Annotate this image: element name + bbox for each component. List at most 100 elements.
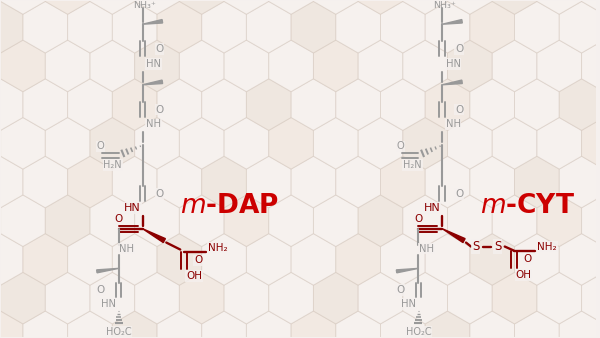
Polygon shape: [492, 0, 537, 14]
Polygon shape: [581, 0, 600, 14]
Polygon shape: [492, 118, 537, 169]
Polygon shape: [247, 311, 291, 338]
Polygon shape: [336, 1, 380, 53]
Polygon shape: [380, 1, 425, 53]
Polygon shape: [112, 79, 157, 130]
Polygon shape: [224, 40, 269, 92]
Polygon shape: [336, 311, 380, 338]
Polygon shape: [179, 118, 224, 169]
Text: S: S: [494, 240, 502, 253]
Polygon shape: [537, 0, 581, 14]
Text: O: O: [97, 141, 104, 151]
Polygon shape: [45, 0, 90, 14]
Text: O: O: [396, 285, 404, 295]
Polygon shape: [90, 0, 134, 14]
Polygon shape: [336, 79, 380, 130]
Polygon shape: [537, 40, 581, 92]
Polygon shape: [157, 1, 202, 53]
Polygon shape: [68, 79, 112, 130]
Polygon shape: [581, 272, 600, 324]
Polygon shape: [380, 234, 425, 285]
Polygon shape: [403, 195, 448, 246]
Polygon shape: [202, 311, 247, 338]
Polygon shape: [179, 195, 224, 246]
Polygon shape: [179, 272, 224, 324]
Polygon shape: [112, 156, 157, 208]
Polygon shape: [581, 118, 600, 169]
Text: NH₂: NH₂: [538, 242, 557, 251]
Polygon shape: [97, 268, 119, 273]
Polygon shape: [90, 40, 134, 92]
Polygon shape: [45, 272, 90, 324]
Polygon shape: [134, 0, 179, 14]
Polygon shape: [1, 118, 45, 169]
Text: O: O: [155, 104, 164, 115]
Polygon shape: [112, 1, 157, 53]
Polygon shape: [224, 118, 269, 169]
Text: O: O: [414, 214, 422, 224]
Polygon shape: [247, 234, 291, 285]
Polygon shape: [0, 311, 23, 338]
Polygon shape: [537, 195, 581, 246]
Polygon shape: [45, 118, 90, 169]
Polygon shape: [425, 1, 470, 53]
Text: HN: HN: [146, 59, 161, 69]
Polygon shape: [559, 156, 600, 208]
Polygon shape: [358, 272, 403, 324]
Polygon shape: [143, 20, 163, 24]
Text: O: O: [155, 44, 164, 54]
Polygon shape: [23, 156, 68, 208]
Text: O: O: [155, 189, 164, 199]
Text: O: O: [194, 256, 202, 265]
Text: O: O: [524, 255, 532, 264]
Polygon shape: [425, 311, 470, 338]
Polygon shape: [515, 79, 559, 130]
Polygon shape: [68, 234, 112, 285]
Polygon shape: [224, 0, 269, 14]
Polygon shape: [403, 118, 448, 169]
Text: HN: HN: [424, 203, 440, 213]
Polygon shape: [448, 40, 492, 92]
Text: HN: HN: [124, 203, 141, 213]
Polygon shape: [559, 79, 600, 130]
Polygon shape: [470, 234, 515, 285]
Text: HO₂C: HO₂C: [406, 327, 431, 337]
Polygon shape: [291, 79, 336, 130]
Polygon shape: [470, 79, 515, 130]
Polygon shape: [442, 80, 463, 85]
Polygon shape: [202, 79, 247, 130]
Polygon shape: [68, 1, 112, 53]
Polygon shape: [380, 156, 425, 208]
Text: HN: HN: [401, 299, 416, 309]
Polygon shape: [90, 195, 134, 246]
Polygon shape: [134, 272, 179, 324]
Polygon shape: [515, 1, 559, 53]
Polygon shape: [157, 79, 202, 130]
Polygon shape: [269, 195, 313, 246]
Text: NH: NH: [419, 243, 434, 254]
Polygon shape: [157, 156, 202, 208]
Polygon shape: [358, 0, 403, 14]
Text: NH: NH: [146, 119, 161, 129]
Text: H₂N: H₂N: [403, 160, 422, 170]
Text: HN: HN: [101, 299, 116, 309]
Polygon shape: [403, 0, 448, 14]
Text: O: O: [455, 104, 463, 115]
Polygon shape: [23, 234, 68, 285]
Polygon shape: [313, 0, 358, 14]
Polygon shape: [515, 156, 559, 208]
Text: O: O: [455, 44, 463, 54]
Polygon shape: [112, 311, 157, 338]
Polygon shape: [358, 195, 403, 246]
Text: O: O: [115, 214, 123, 224]
Polygon shape: [492, 195, 537, 246]
Polygon shape: [247, 156, 291, 208]
Polygon shape: [134, 118, 179, 169]
Polygon shape: [442, 20, 463, 24]
Polygon shape: [537, 118, 581, 169]
Text: H₂N: H₂N: [103, 160, 122, 170]
Text: O: O: [455, 189, 463, 199]
Polygon shape: [448, 0, 492, 14]
Polygon shape: [291, 1, 336, 53]
Polygon shape: [1, 272, 45, 324]
